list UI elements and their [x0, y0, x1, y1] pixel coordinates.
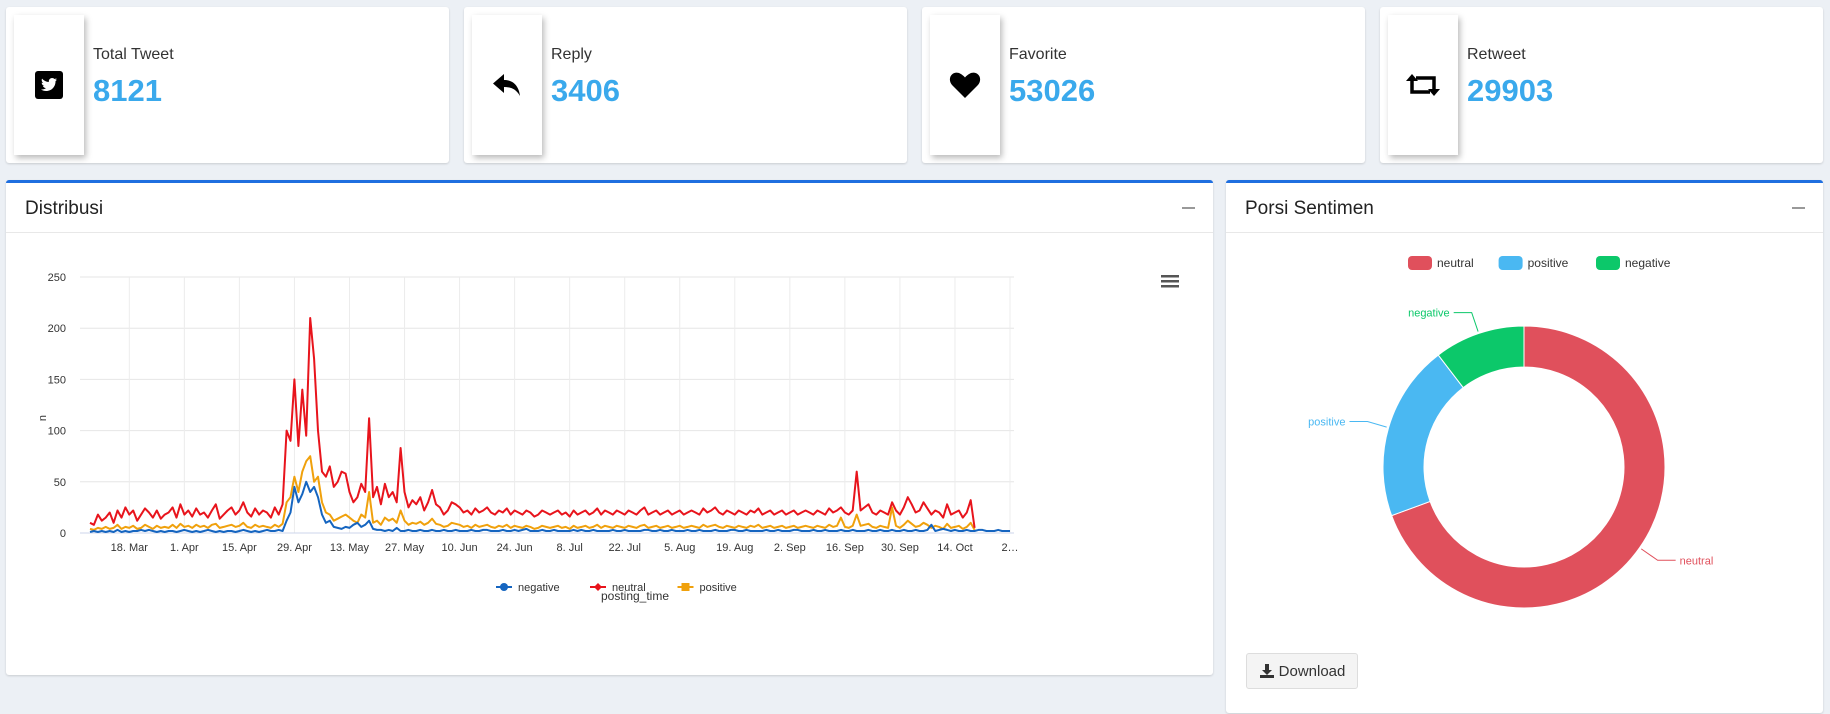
distribusi-panel: Distribusi 0 50 100 150 200 250 18. Mar 1. Apr…: [6, 180, 1213, 675]
x-tick-label: 8. Jul: [557, 542, 583, 554]
hamburger-menu-icon[interactable]: [1161, 275, 1179, 288]
stat-box-favorite: Favorite 53026: [922, 7, 1365, 163]
donut-slice-negative[interactable]: [1437, 325, 1525, 389]
donut-chart: neutral positive negative neutralpositiven…: [1308, 256, 1713, 609]
legend-label: positive: [700, 582, 737, 594]
x-axis-ticks: 18. Mar 1. Apr 15. Apr 29. Apr 13. May 27. Ma…: [111, 542, 1019, 554]
x-tick-label: 16. Sep: [826, 542, 864, 554]
stat-label: Retweet: [1467, 46, 1526, 63]
chart-series: [89, 317, 1010, 533]
chart-legend: negative neutral positive: [496, 582, 737, 594]
y-tick-label: 100: [48, 426, 66, 438]
reply-icon: [472, 15, 542, 155]
chart-legend: neutral positive negative: [1408, 256, 1671, 270]
legend-item-negative[interactable]: negative: [1596, 256, 1671, 270]
donut-label-neutral: neutral: [1680, 555, 1714, 567]
x-tick-label: 24. Jun: [497, 542, 533, 554]
x-tick-label: 29. Apr: [277, 542, 312, 554]
legend-label: negative: [1625, 256, 1671, 270]
label-connector: [1349, 421, 1387, 428]
y-tick-label: 200: [48, 323, 66, 335]
stat-value: 8121: [93, 73, 162, 108]
series-line-neutral: [89, 317, 976, 529]
legend-label: neutral: [612, 582, 646, 594]
stat-label: Favorite: [1009, 46, 1067, 63]
stat-box-total-tweet: Total Tweet 8121: [6, 7, 449, 163]
porsi-sentimen-panel: Porsi Sentimen neutral positive negative n…: [1226, 180, 1823, 713]
x-axis-label: posting_time: [601, 589, 669, 603]
legend-label: negative: [518, 582, 560, 594]
label-connector: [1640, 548, 1676, 561]
legend-item-negative[interactable]: negative: [496, 582, 560, 594]
retweet-icon: [1388, 15, 1458, 155]
donut-label-negative: negative: [1408, 308, 1450, 320]
line-chart: 0 50 100 150 200 250 18. Mar 1. Apr 15. Apr 29. …: [37, 272, 1179, 603]
heart-icon: [930, 15, 1000, 155]
y-tick-label: 0: [60, 528, 66, 540]
download-button[interactable]: Download: [1246, 653, 1358, 689]
x-tick-label: 14. Oct: [937, 542, 972, 554]
legend-item-positive[interactable]: positive: [677, 582, 737, 594]
x-tick-label: 2. Sep: [774, 542, 806, 554]
donut-slice-neutral[interactable]: [1390, 325, 1666, 609]
donut-labels: neutral positive negative: [1308, 308, 1713, 568]
x-tick-label: 27. May: [385, 542, 425, 554]
legend-item-neutral[interactable]: neutral: [590, 582, 646, 594]
y-axis-label: n: [37, 415, 49, 421]
x-tick-label: 30. Sep: [881, 542, 919, 554]
legend-label: positive: [1528, 256, 1569, 270]
stat-label: Total Tweet: [93, 46, 174, 63]
x-tick-label: 5. Aug: [664, 542, 695, 554]
download-label: Download: [1278, 662, 1346, 680]
stat-value: 29903: [1467, 73, 1554, 108]
donut-slices: [1382, 325, 1666, 609]
series-line-positive: [89, 455, 976, 531]
collapse-icon[interactable]: [1792, 207, 1805, 209]
panel-header: Porsi Sentimen: [1226, 183, 1823, 233]
stat-value: 3406: [551, 73, 620, 108]
x-tick-label: 2…: [1001, 542, 1018, 554]
chart-grid: [80, 276, 1014, 534]
x-tick-label: 15. Apr: [222, 542, 257, 554]
donut-slice-positive[interactable]: [1382, 354, 1464, 517]
y-tick-label: 50: [54, 477, 66, 489]
label-connector: [1453, 312, 1479, 332]
collapse-icon[interactable]: [1182, 207, 1195, 209]
x-tick-label: 10. Jun: [442, 542, 478, 554]
stat-box-reply: Reply 3406: [464, 7, 907, 163]
y-tick-label: 250: [48, 272, 66, 284]
y-tick-label: 150: [48, 374, 66, 386]
x-tick-label: 18. Mar: [111, 542, 149, 554]
stat-value: 53026: [1009, 73, 1096, 108]
panel-title: Porsi Sentimen: [1245, 198, 1374, 219]
twitter-icon: [14, 15, 84, 155]
legend-label: neutral: [1437, 256, 1474, 270]
panel-title: Distribusi: [25, 198, 104, 219]
donut-label-positive: positive: [1308, 417, 1345, 429]
series-line-negative: [89, 480, 1010, 533]
stat-label: Reply: [551, 46, 592, 63]
x-tick-label: 1. Apr: [170, 542, 199, 554]
legend-item-positive[interactable]: positive: [1498, 256, 1569, 270]
x-tick-label: 22. Jul: [608, 542, 640, 554]
x-tick-label: 13. May: [330, 542, 370, 554]
stat-box-retweet: Retweet 29903: [1380, 7, 1823, 163]
y-axis-ticks: 0 50 100 150 200 250: [48, 272, 66, 540]
panel-header: Distribusi: [6, 183, 1213, 233]
download-icon: [1259, 664, 1274, 678]
x-tick-label: 19. Aug: [716, 542, 753, 554]
legend-item-neutral[interactable]: neutral: [1408, 256, 1474, 270]
